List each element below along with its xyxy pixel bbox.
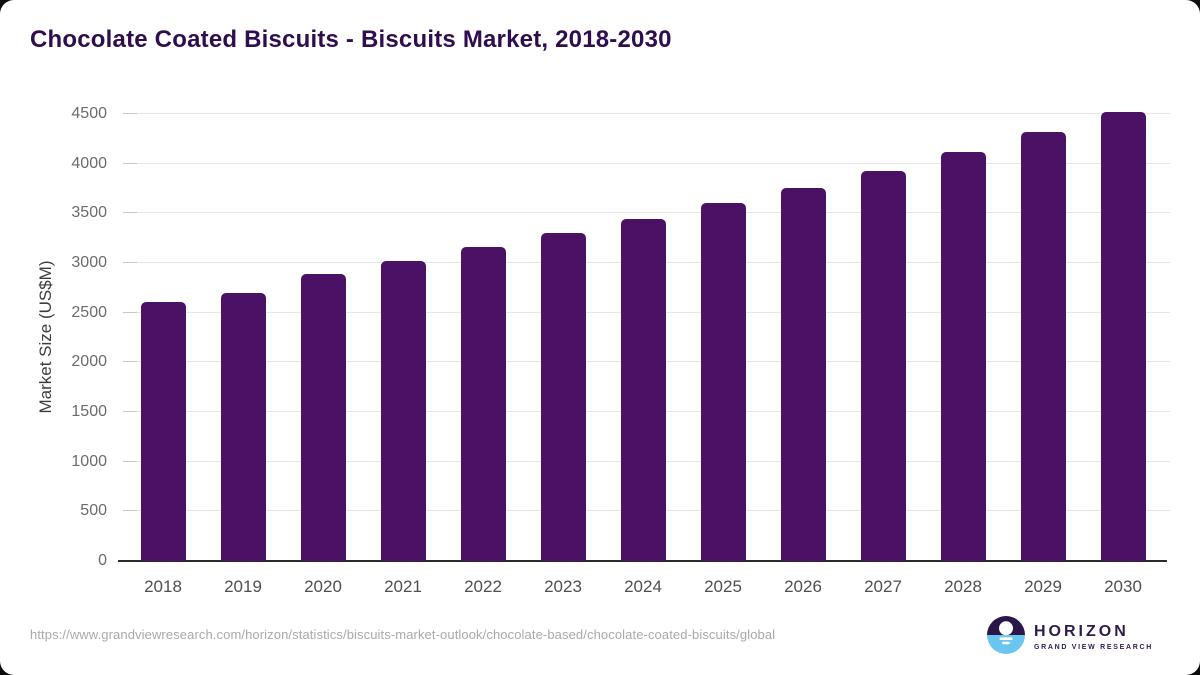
y-tick-label-1000: 1000 (71, 452, 107, 470)
bar-2018 (140, 301, 186, 561)
x-tick-label-2027: 2027 (864, 577, 902, 596)
y-tick-label-0: 0 (98, 552, 107, 569)
horizon-logo: HORIZON GRAND VIEW RESEARCH (986, 616, 1153, 659)
bar-2021 (380, 261, 426, 561)
horizon-logo-name: HORIZON (1033, 623, 1129, 640)
y-tick-label-4500: 4500 (71, 105, 107, 122)
bar-2027 (860, 170, 906, 561)
bar-2026 (780, 187, 826, 561)
bar-2025 (700, 203, 746, 561)
y-tick-label-4000: 4000 (71, 154, 107, 172)
gridline-4500 (123, 113, 1170, 114)
x-tick-label-2023: 2023 (544, 577, 582, 596)
bar-2028 (940, 151, 986, 561)
x-tick-label-2020: 2020 (304, 577, 342, 596)
plot-area: 0 500 1000 1500 2000 2500 3000 3500 4000 4500 2018… (71, 105, 1170, 596)
source-url: https://www.grandviewresearch.com/horizo… (30, 627, 776, 642)
x-tick-label-2025: 2025 (704, 577, 742, 596)
y-tick-label-2000: 2000 (71, 353, 107, 371)
y-axis-title: Market Size (US$M) (36, 260, 55, 414)
x-tick-label-2029: 2029 (1024, 577, 1062, 596)
x-tick-label-2024: 2024 (624, 577, 662, 596)
x-tick-label-2019: 2019 (224, 577, 262, 596)
x-tick-label-2021: 2021 (384, 577, 422, 596)
x-axis-line (118, 560, 1167, 562)
bar-2029 (1020, 131, 1066, 561)
bar-2030 (1100, 112, 1146, 561)
horizon-logo-tagline: GRAND VIEW RESEARCH (1033, 644, 1153, 651)
gridline-3500 (123, 212, 1170, 214)
y-tick-label-2500: 2500 (71, 303, 107, 321)
bar-2024 (620, 219, 666, 561)
bar-2022 (460, 247, 506, 561)
bar-2020 (300, 273, 346, 561)
gridline-4000 (123, 162, 1170, 164)
x-tick-label-2030: 2030 (1104, 577, 1142, 596)
y-tick-label-500: 500 (80, 502, 107, 520)
x-tick-label-2022: 2022 (464, 577, 502, 596)
bar-2019 (220, 292, 266, 561)
x-tick-label-2026: 2026 (784, 577, 822, 596)
chart-title: Chocolate Coated Biscuits - Biscuits Mar… (30, 26, 672, 53)
y-tick-label-1500: 1500 (71, 403, 107, 420)
x-tick-label-2018: 2018 (144, 577, 182, 596)
y-tick-label-3000: 3000 (71, 254, 107, 271)
y-tick-label-3500: 3500 (71, 204, 107, 222)
horizon-logo-text: HORIZON GRAND VIEW RESEARCH (1034, 623, 1153, 652)
horizon-logo-icon (986, 616, 1025, 659)
bar-2023 (540, 233, 586, 561)
x-tick-label-2028: 2028 (944, 577, 982, 596)
